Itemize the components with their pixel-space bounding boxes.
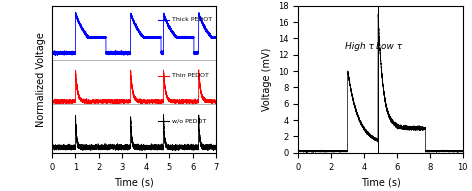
Text: Thin PEDOT: Thin PEDOT [172,73,209,78]
Text: High τ: High τ [345,42,373,51]
Text: Thick PEDOT: Thick PEDOT [172,17,212,22]
Text: Low τ: Low τ [376,42,402,51]
Text: w/o PEDOT: w/o PEDOT [172,119,206,124]
X-axis label: Time (s): Time (s) [114,177,154,187]
X-axis label: Time (s): Time (s) [361,177,400,187]
Y-axis label: Voltage (mV): Voltage (mV) [262,48,272,111]
Y-axis label: Normalized Voltage: Normalized Voltage [36,32,46,127]
